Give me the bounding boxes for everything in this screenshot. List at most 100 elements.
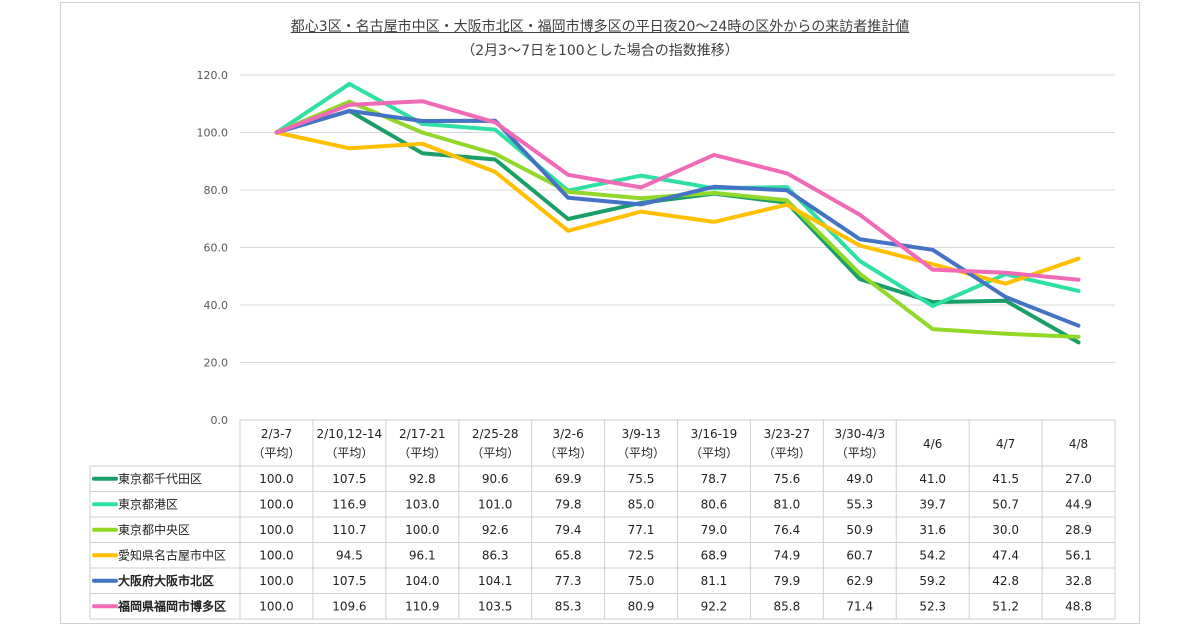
y-tick-label-3: 60.0 — [204, 242, 229, 255]
table-cell-value: 42.8 — [992, 574, 1019, 588]
chart-title: 都心3区・名古屋市中区・大阪市北区・福岡市博多区の平日夜20〜24時の区外からの… — [290, 19, 910, 35]
table-cell-value: 30.0 — [992, 523, 1019, 537]
x-category-sublabel: （平均） — [617, 446, 665, 460]
x-category-sublabel: （平均） — [252, 446, 300, 460]
table-cell-value: 47.4 — [992, 548, 1019, 562]
series-lines — [274, 81, 1081, 345]
table-cell-value: 79.8 — [555, 497, 582, 511]
legend-entry: 東京都港区 — [118, 497, 178, 511]
series-line-3 — [274, 130, 1081, 286]
y-tick-label-0: 0.0 — [211, 414, 229, 427]
table-cell-value: 92.8 — [409, 472, 436, 486]
chart-subtitle: （2月3〜7日を100とした場合の指数推移） — [461, 43, 739, 59]
table-cell-value: 44.9 — [1065, 497, 1092, 511]
table-cell-value: 107.5 — [332, 472, 366, 486]
y-tick-label-6: 120.0 — [197, 69, 229, 82]
table-cell-value: 69.9 — [555, 472, 582, 486]
table-cell-value: 100.0 — [405, 523, 439, 537]
table-cell-value: 85.8 — [774, 599, 801, 613]
table-cell-value: 103.5 — [478, 599, 512, 613]
table-cell-value: 85.3 — [555, 599, 582, 613]
data-table: 2/3-7 （平均） 2/10,12-14 （平均） 2/17-21 （平均） 2/25-2… — [89, 419, 1116, 620]
table-cell-value: 41.0 — [919, 472, 946, 486]
table-cell-value: 79.4 — [555, 523, 582, 537]
table-cell-value: 59.2 — [919, 574, 946, 588]
x-category-sublabel: （平均） — [836, 446, 884, 460]
x-category-label: 4/7 — [996, 437, 1015, 451]
table-cell-value: 100.0 — [259, 472, 293, 486]
x-category-label: 4/8 — [1069, 437, 1088, 451]
x-category-sublabel: （平均） — [398, 446, 446, 460]
table-cell-value: 86.3 — [482, 548, 509, 562]
table-cell-value: 31.6 — [919, 523, 946, 537]
series-line-5 — [274, 99, 1081, 282]
table-cell-value: 77.3 — [555, 574, 582, 588]
table-cell-value: 100.0 — [259, 548, 293, 562]
x-category-sublabel: （平均） — [325, 446, 373, 460]
table-cell-value: 54.2 — [919, 548, 946, 562]
table-cell-value: 92.2 — [701, 599, 728, 613]
table-cell-value: 50.7 — [992, 497, 1019, 511]
table-cell-value: 81.1 — [701, 574, 728, 588]
x-category-label: 3/23-27 — [764, 427, 811, 441]
table-cell-value: 77.1 — [628, 523, 655, 537]
table-cell-value: 104.0 — [405, 574, 439, 588]
table-cell-value: 107.5 — [332, 574, 366, 588]
table-cell-value: 116.9 — [332, 497, 366, 511]
table-cell-value: 65.8 — [555, 548, 582, 562]
x-category-label: 3/2-6 — [552, 427, 583, 441]
table-cell-value: 71.4 — [846, 599, 873, 613]
table-cell-value: 68.9 — [701, 548, 728, 562]
table-cell-value: 100.0 — [259, 523, 293, 537]
table-cell-value: 100.0 — [259, 599, 293, 613]
table-cell-value: 76.4 — [774, 523, 801, 537]
x-category-label: 2/25-28 — [472, 427, 519, 441]
x-category-label: 2/10,12-14 — [317, 427, 383, 441]
table-cell-value: 60.7 — [846, 548, 873, 562]
gridlines — [240, 74, 1115, 421]
table-cell-value: 49.0 — [846, 472, 873, 486]
table-cell-value: 92.6 — [482, 523, 509, 537]
table-cell-value: 41.5 — [992, 472, 1019, 486]
table-cell-value: 80.6 — [701, 497, 728, 511]
legend-entry: 東京都中央区 — [118, 522, 190, 537]
table-cell-value: 110.7 — [332, 523, 366, 537]
table-cell-value: 85.0 — [628, 497, 655, 511]
table-cell-value: 75.0 — [628, 574, 655, 588]
table-cell-value: 96.1 — [409, 548, 436, 562]
y-axis-ticks: 0.0 20.0 40.0 60.0 80.0 100.0 120.0 — [197, 69, 229, 427]
x-category-sublabel: （平均） — [544, 446, 592, 460]
table-cell-value: 90.6 — [482, 472, 509, 486]
y-tick-label-4: 80.0 — [204, 184, 229, 197]
table-cell-value: 74.9 — [774, 548, 801, 562]
table-cell-value: 79.0 — [701, 523, 728, 537]
y-tick-label-5: 100.0 — [197, 127, 229, 140]
table-cell-value: 27.0 — [1065, 472, 1092, 486]
legend-entry: 東京都千代田区 — [118, 472, 202, 486]
table-cell-value: 52.3 — [919, 599, 946, 613]
table-cell-value: 94.5 — [336, 548, 363, 562]
x-category-label: 3/16-19 — [691, 427, 738, 441]
y-tick-label-2: 40.0 — [204, 299, 229, 312]
table-cell-value: 81.0 — [774, 497, 801, 511]
table-cell-value: 75.6 — [774, 472, 801, 486]
y-tick-label-1: 20.0 — [204, 357, 229, 370]
table-cell-value: 32.8 — [1065, 574, 1092, 588]
table-cell-value: 80.9 — [628, 599, 655, 613]
legend-entry: 愛知県名古屋市中区 — [118, 547, 226, 562]
table-cell-value: 100.0 — [259, 574, 293, 588]
table-cell-value: 78.7 — [701, 472, 728, 486]
legend-entry: 福岡県福岡市博多区 — [117, 598, 226, 613]
table-cell-value: 51.2 — [992, 599, 1019, 613]
table-cell-value: 104.1 — [478, 574, 512, 588]
table-cell-value: 72.5 — [628, 548, 655, 562]
series-line-1 — [274, 81, 1081, 308]
table-cell-value: 101.0 — [478, 497, 512, 511]
table-cell-value: 50.9 — [846, 523, 873, 537]
table-cell-value: 56.1 — [1065, 548, 1092, 562]
x-category-sublabel: （平均） — [471, 446, 519, 460]
table-cell-value: 100.0 — [259, 497, 293, 511]
table-cell-value: 28.9 — [1065, 523, 1092, 537]
table-cell-value: 103.0 — [405, 497, 439, 511]
